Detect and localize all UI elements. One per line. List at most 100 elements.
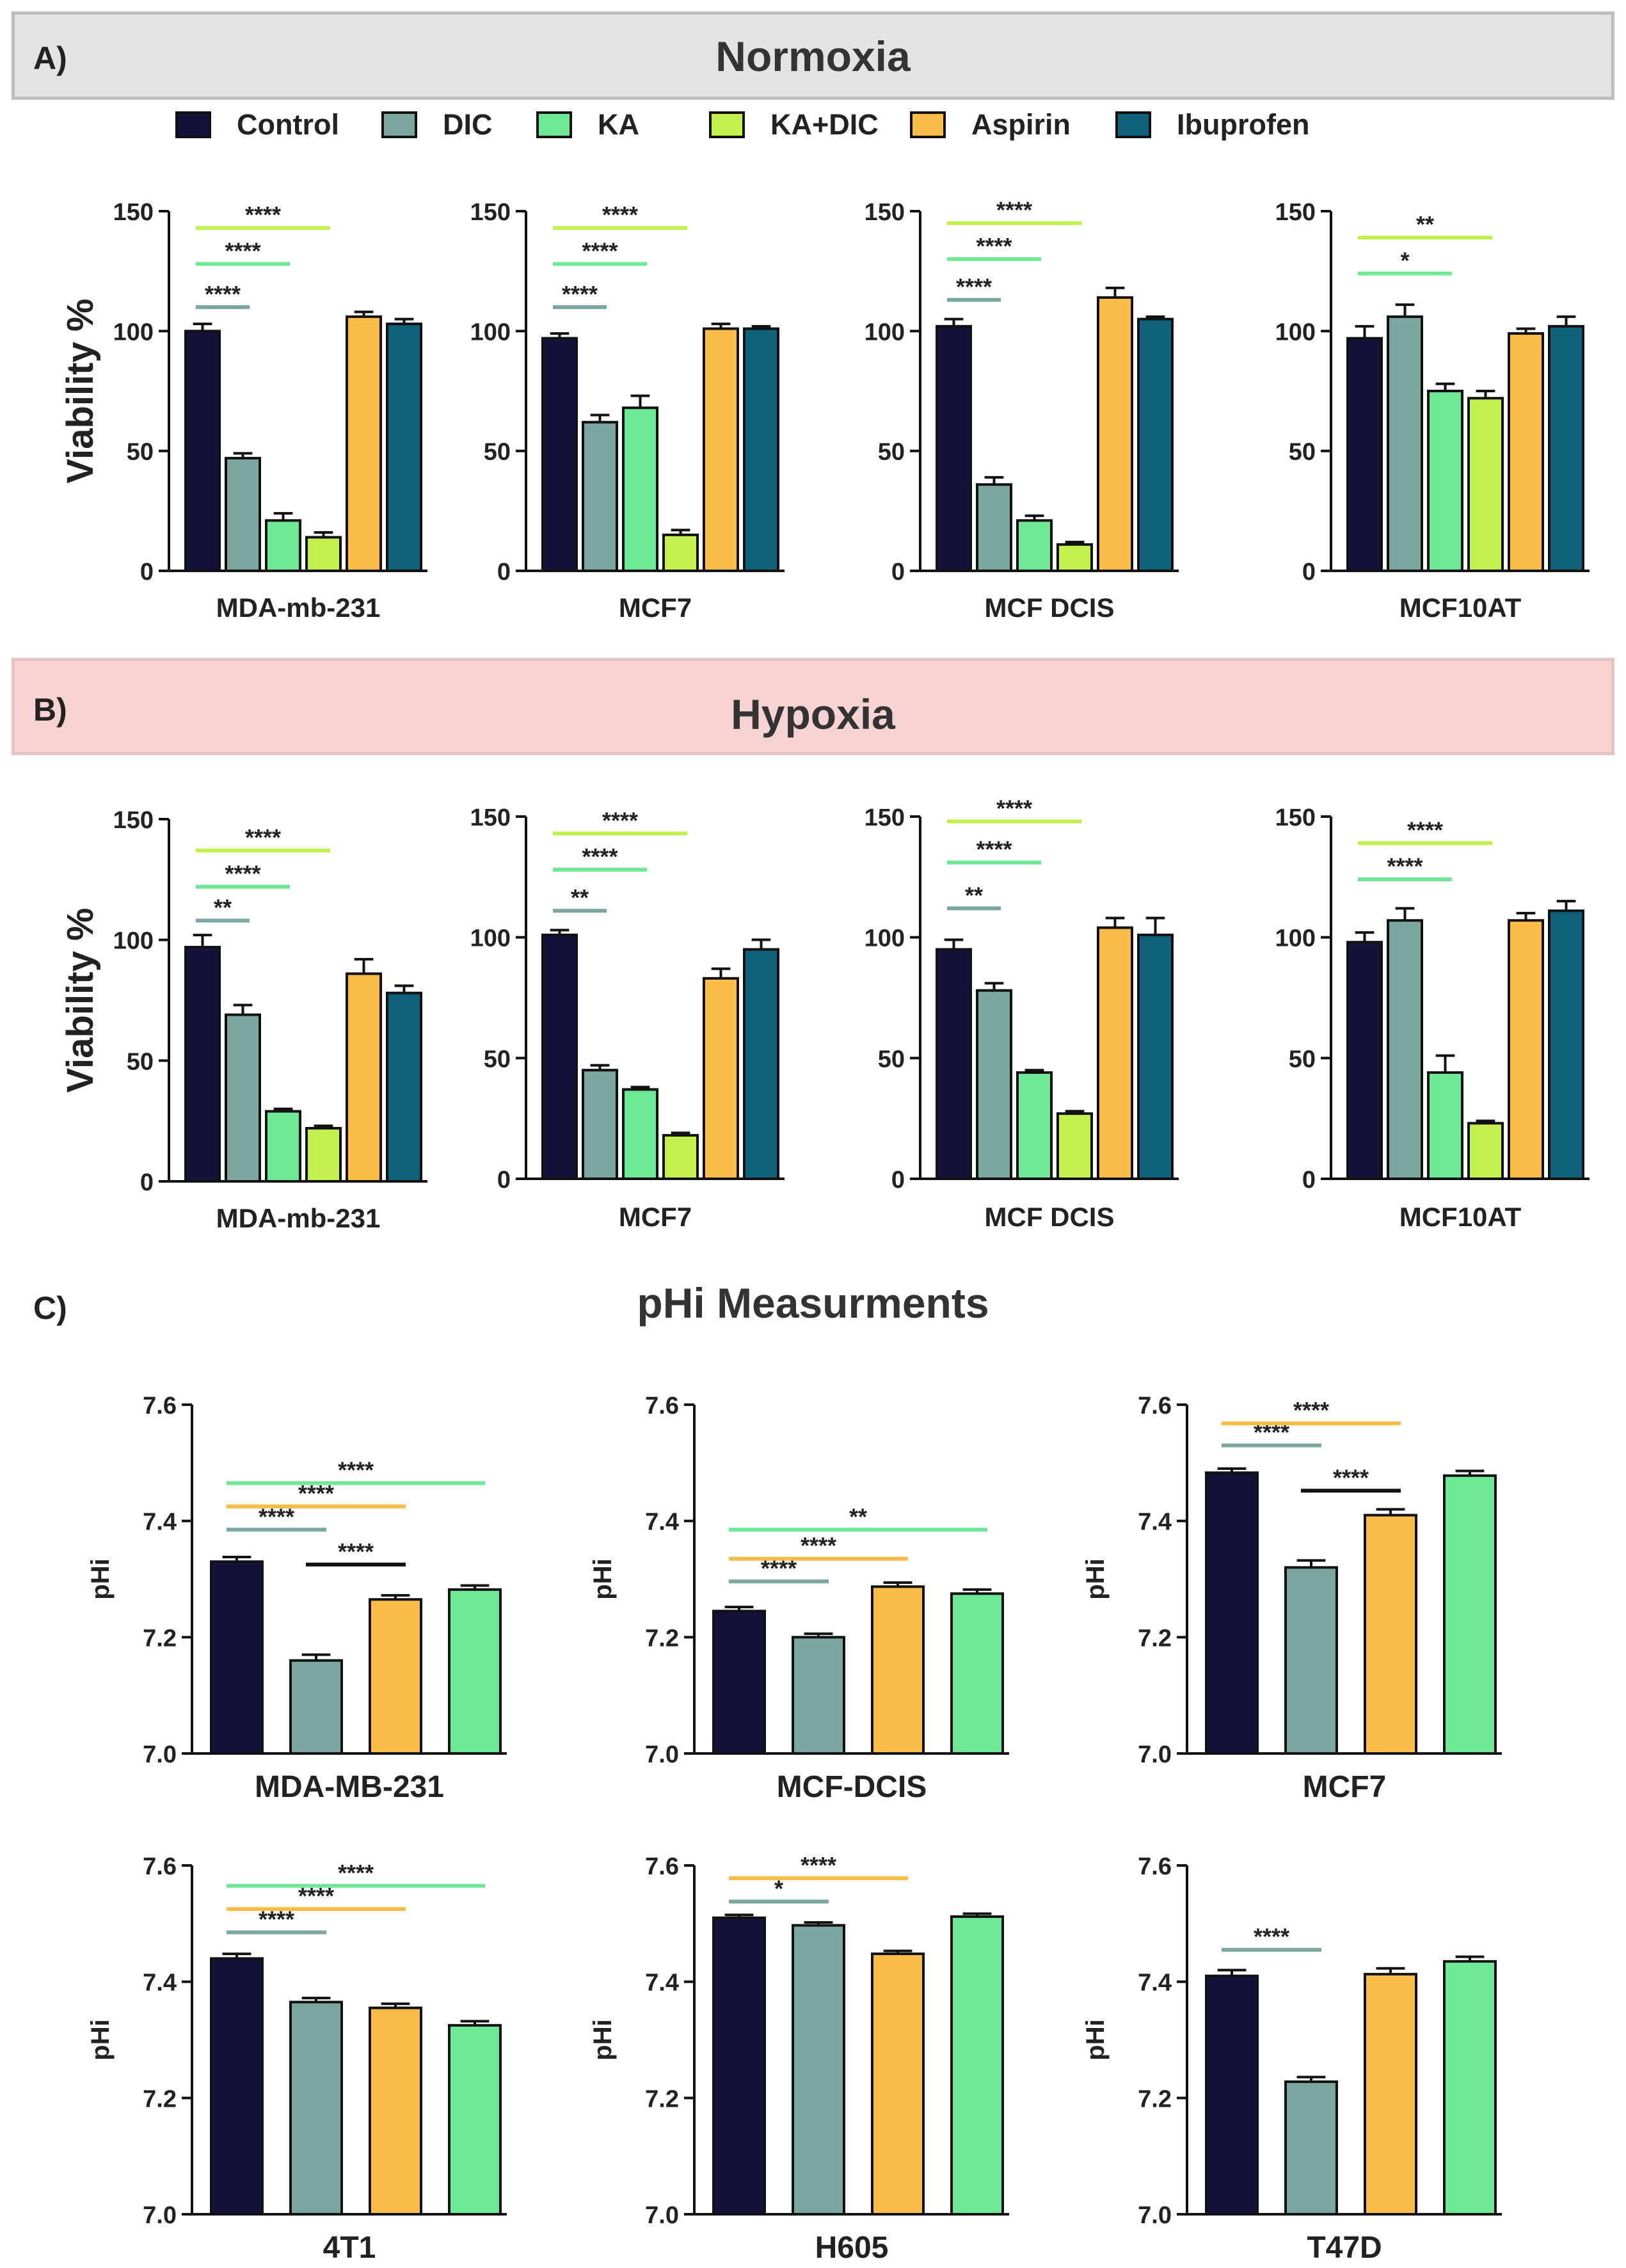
bar-aspirin xyxy=(369,2002,422,2216)
legend-swatch xyxy=(910,111,946,138)
significance-label: **** xyxy=(582,843,618,870)
bar-ka xyxy=(622,394,658,573)
significance-marker: ** xyxy=(729,1503,987,1532)
y-tick-label: 7.4 xyxy=(143,1970,177,1997)
bar-control xyxy=(184,323,221,572)
bar-control xyxy=(1205,1467,1259,1755)
significance-label: **** xyxy=(225,861,260,887)
significance-label: **** xyxy=(602,202,638,228)
bar-ka-dic xyxy=(1056,541,1093,573)
significance-label: **** xyxy=(245,202,281,228)
bar-rect xyxy=(703,327,739,572)
bar-aspirin xyxy=(346,310,382,572)
significance-marker: **** xyxy=(1301,1464,1401,1493)
bar-ka xyxy=(950,1912,1004,2216)
bar-dic xyxy=(1387,907,1423,1180)
bar-ka-dic xyxy=(662,529,699,572)
significance-marker: **** xyxy=(946,795,1082,824)
significance-marker: * xyxy=(1357,247,1453,276)
bar-rect xyxy=(210,1560,264,1755)
legend-swatch xyxy=(175,111,211,138)
chart-2: 0 50 100 150 **** **** **** MCF7 xyxy=(470,199,785,623)
legend-label: KA xyxy=(598,108,639,141)
y-tick-label: 7.4 xyxy=(645,1509,679,1536)
significance-label: ** xyxy=(849,1503,867,1529)
y-tick-label: 150 xyxy=(470,199,511,226)
y-tick-label: 150 xyxy=(1275,199,1316,226)
significance-marker: ** xyxy=(946,882,1001,911)
bar-rect xyxy=(703,977,739,1181)
legend-label: Control xyxy=(237,108,339,141)
bar-ka xyxy=(1443,1955,1497,2216)
bar-aspirin xyxy=(703,967,739,1181)
bar-ka xyxy=(1016,514,1053,573)
y-tick-label: 7.6 xyxy=(645,1393,679,1419)
bar-aspirin xyxy=(1508,327,1544,573)
legend-swatch xyxy=(381,111,417,138)
y-tick-label: 0 xyxy=(891,559,905,586)
bar-ibuprofen xyxy=(386,984,422,1183)
significance-label: **** xyxy=(205,281,241,307)
bar-rect xyxy=(1097,296,1133,572)
significance-marker: **** xyxy=(729,1533,908,1561)
chart-title: MCF7 xyxy=(619,1202,692,1232)
significance-marker: **** xyxy=(552,807,688,836)
y-tick-label: 0 xyxy=(497,559,511,586)
bar-rect xyxy=(1016,1071,1053,1181)
panel-c-label: C) xyxy=(33,1290,67,1326)
y-tick-label: 7.0 xyxy=(1138,1741,1172,1768)
bar-rect xyxy=(1346,941,1383,1181)
significance-label: **** xyxy=(976,233,1012,259)
bar-rect xyxy=(265,519,301,573)
significance-marker: **** xyxy=(729,1852,908,1880)
bar-rect xyxy=(1137,317,1174,572)
bar-ka xyxy=(1427,382,1463,572)
y-tick-label: 50 xyxy=(127,1048,154,1075)
bar-dic xyxy=(1284,1559,1338,1755)
chart-title: MCF10AT xyxy=(1399,1202,1522,1232)
legend-item-ka-dic: KA+DIC xyxy=(709,108,879,141)
y-tick-label: 7.6 xyxy=(645,1853,679,1880)
y-tick-label: 7.4 xyxy=(143,1509,177,1536)
bar-rect xyxy=(792,1636,845,1755)
bar-rect xyxy=(1387,919,1423,1180)
bar-rect xyxy=(1364,1513,1417,1755)
bar-aspirin xyxy=(369,1593,422,1755)
chart-title: MCF DCIS xyxy=(985,593,1115,623)
significance-label: **** xyxy=(801,1852,836,1878)
legend-item-dic: DIC xyxy=(381,108,493,141)
bar-rect xyxy=(265,1110,301,1183)
significance-label: **** xyxy=(1333,1464,1369,1490)
bar-rect xyxy=(1467,1122,1504,1181)
significance-marker: **** xyxy=(227,1457,485,1485)
bar-rect xyxy=(976,483,1012,572)
bar-rect xyxy=(1097,926,1133,1181)
y-tick-label: 7.0 xyxy=(143,1741,177,1768)
chart-title: MDA-MB-231 xyxy=(255,1770,444,1804)
bar-control xyxy=(210,1953,264,2216)
legend-label: DIC xyxy=(443,108,493,141)
chart-1: 0 50 100 150 Viability % **** **** **** MDA-mb-2… xyxy=(60,199,427,623)
y-tick-label: 100 xyxy=(1275,925,1316,952)
significance-label: ** xyxy=(571,884,589,911)
bar-rect xyxy=(386,323,422,572)
bar-rect xyxy=(976,989,1012,1181)
chart-title: MCF7 xyxy=(1303,1770,1387,1804)
bar-rect xyxy=(1137,933,1174,1180)
bar-aspirin xyxy=(1097,916,1133,1181)
bar-dic xyxy=(976,475,1012,572)
significance-label: **** xyxy=(1293,1397,1329,1423)
y-axis-label: pHi xyxy=(1081,2019,1110,2060)
significance-marker: ** xyxy=(552,884,607,913)
y-tick-label: 7.0 xyxy=(143,2202,177,2229)
chart-8: 0 50 100 150 **** **** MCF10AT xyxy=(1275,804,1590,1232)
normoxia-banner xyxy=(12,12,1614,100)
significance-marker: **** xyxy=(1222,1397,1401,1426)
bar-aspirin xyxy=(1097,286,1133,572)
bar-rect xyxy=(346,315,382,572)
significance-label: ** xyxy=(214,894,232,920)
bar-control xyxy=(1346,931,1383,1181)
